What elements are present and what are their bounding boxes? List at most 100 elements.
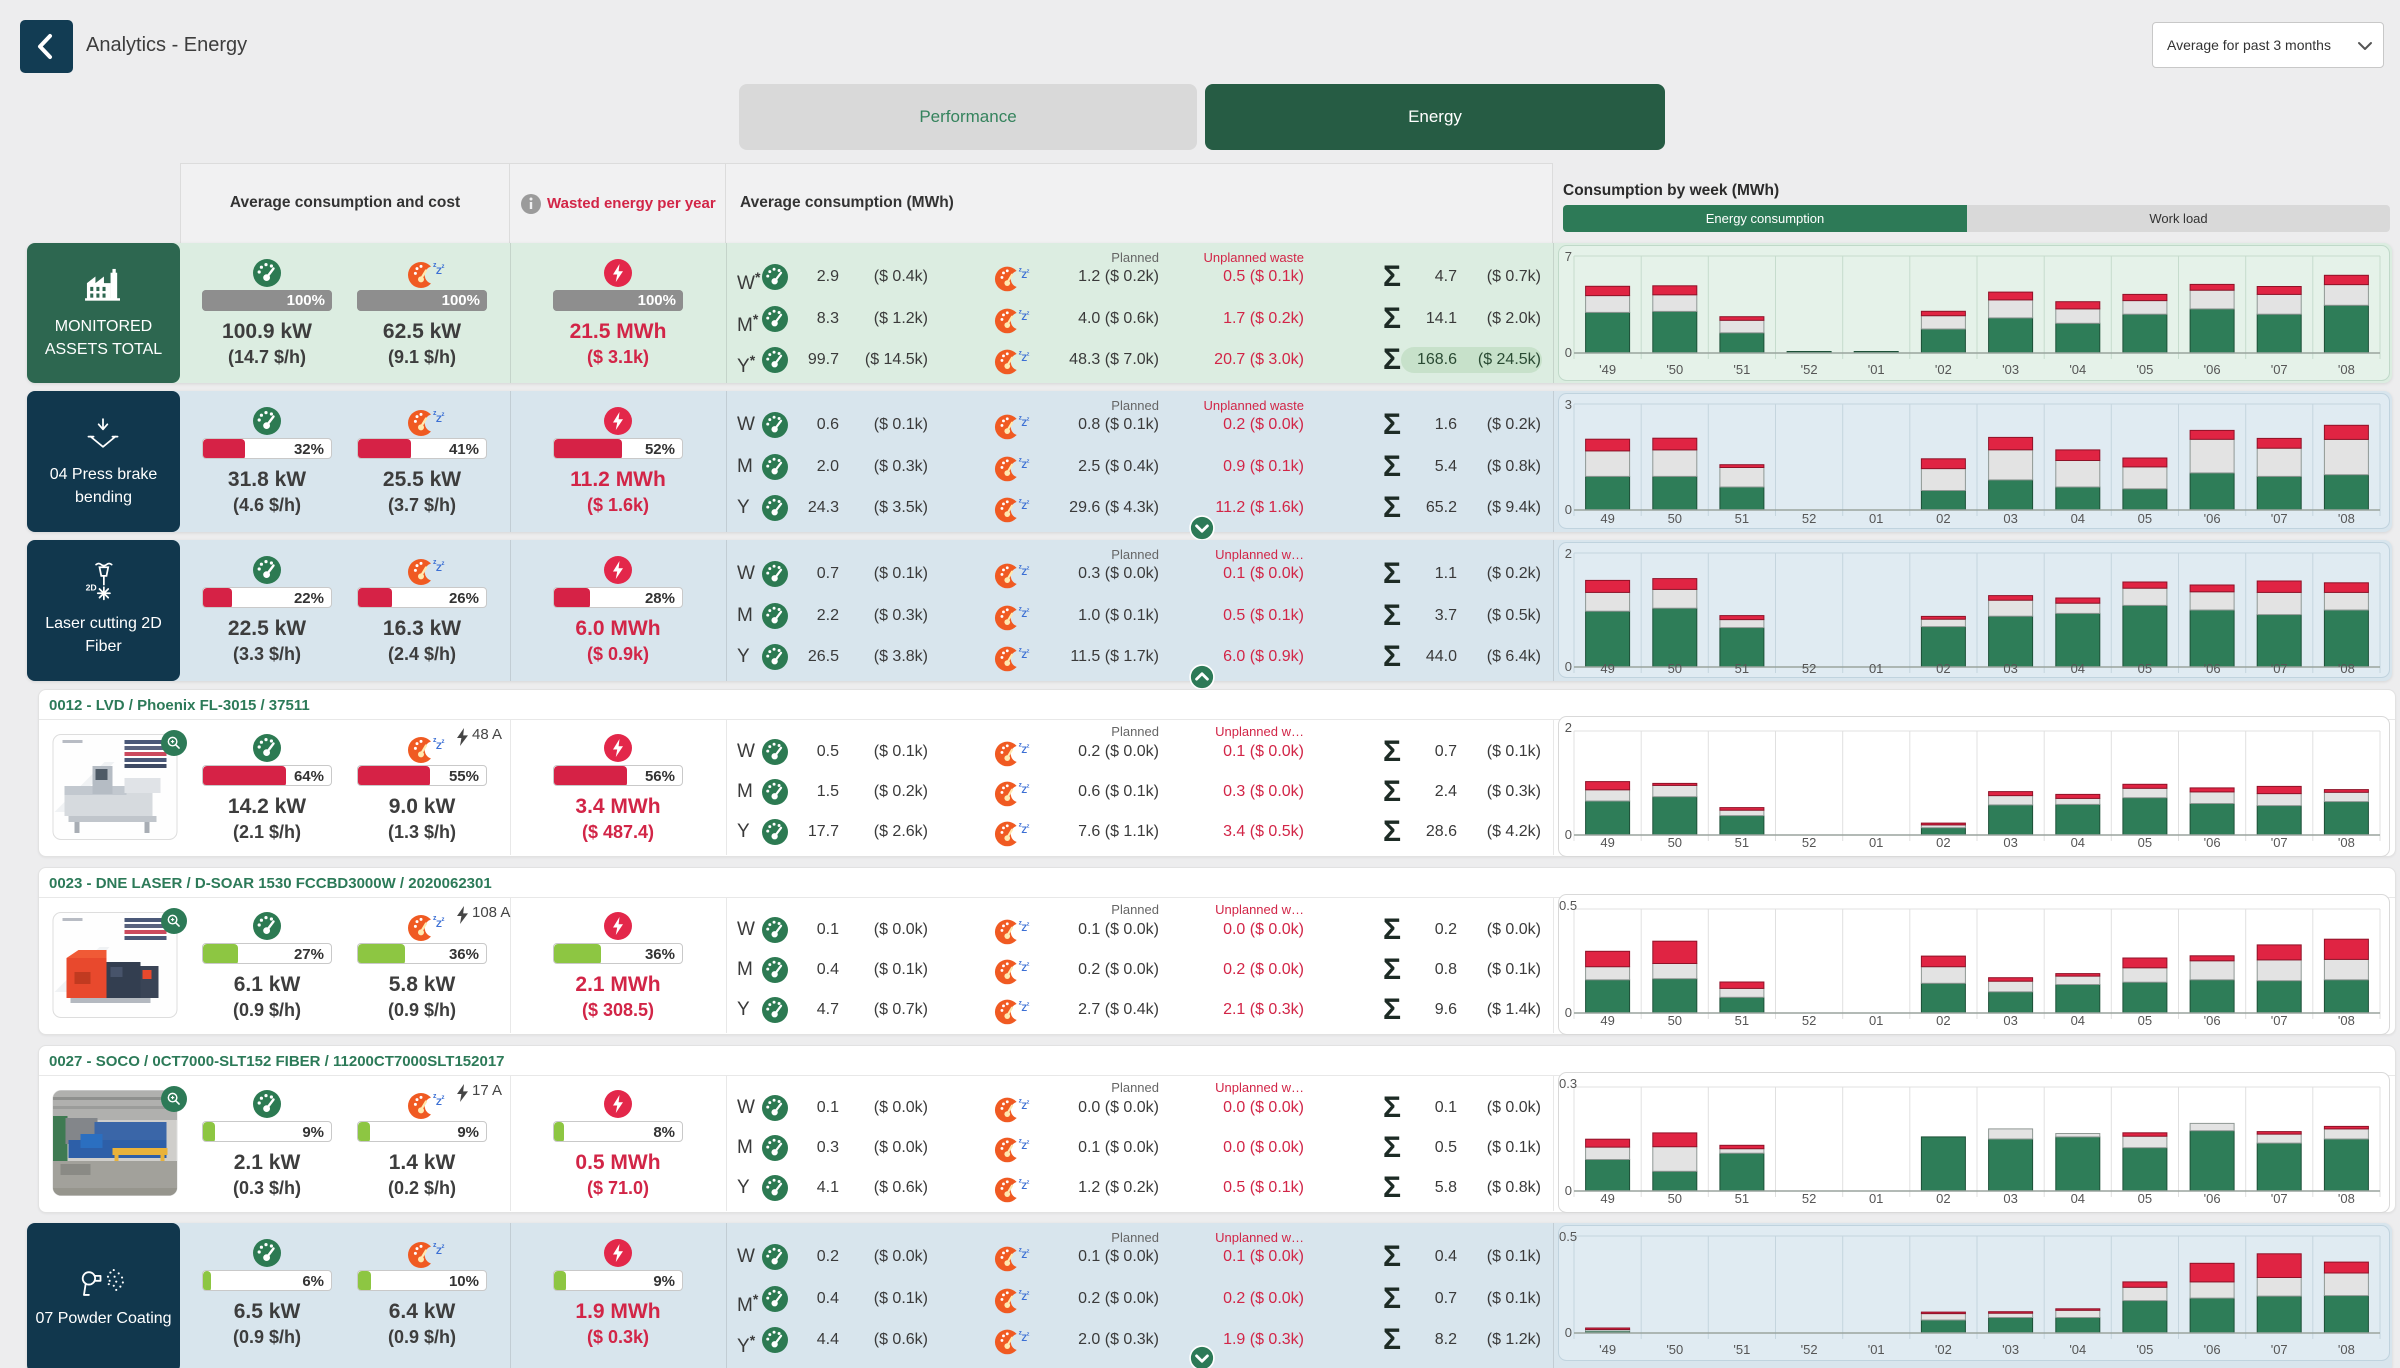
svg-text:'07: '07 [2271,511,2288,526]
svg-text:50: 50 [1668,1013,1682,1028]
svg-text:Z: Z [1021,1292,1027,1302]
svg-text:04: 04 [2071,511,2085,526]
svg-text:01: 01 [1869,1013,1883,1028]
svg-text:'01: '01 [1868,362,1885,377]
svg-text:z: z [1027,1290,1030,1296]
svg-text:Z: Z [1021,1250,1027,1260]
svg-text:50: 50 [1668,511,1682,526]
svg-text:52: 52 [1802,1013,1816,1028]
svg-text:04: 04 [2071,1013,2085,1028]
svg-text:Z: Z [1021,353,1027,363]
svg-text:Z: Z [1021,1003,1027,1013]
svg-text:0: 0 [1565,502,1572,517]
svg-text:'05: '05 [2136,1342,2153,1357]
svg-text:z: z [1027,607,1030,613]
svg-text:Z: Z [1021,1333,1027,1343]
svg-text:'06: '06 [2204,511,2221,526]
svg-text:z: z [1019,1288,1023,1295]
svg-text:z: z [433,1093,437,1100]
svg-text:z: z [1027,565,1030,571]
svg-text:z: z [442,739,445,745]
svg-text:Z: Z [436,1097,442,1108]
svg-text:z: z [1019,266,1023,273]
svg-text:49: 49 [1600,835,1614,850]
svg-text:z: z [1027,1139,1030,1145]
svg-text:'49: '49 [1599,362,1616,377]
svg-text:z: z [1019,959,1023,966]
svg-text:Z: Z [1021,312,1027,322]
svg-text:'03: '03 [2002,1342,2019,1357]
svg-text:05: 05 [2138,835,2152,850]
svg-text:51: 51 [1735,511,1749,526]
svg-text:z: z [1019,308,1023,315]
svg-text:01: 01 [1869,835,1883,850]
svg-text:'04: '04 [2069,362,2086,377]
svg-text:05: 05 [2138,1013,2152,1028]
svg-text:Z: Z [1021,418,1027,428]
svg-text:Z: Z [1021,460,1027,470]
svg-text:'06: '06 [2204,1013,2221,1028]
svg-text:'08: '08 [2338,661,2355,676]
svg-text:z: z [1027,1248,1030,1254]
svg-text:'51: '51 [1733,362,1750,377]
svg-text:z: z [442,917,445,923]
svg-text:Z: Z [1021,745,1027,755]
svg-text:Z: Z [436,1246,442,1257]
svg-text:Z: Z [1021,825,1027,835]
svg-text:z: z [1027,743,1030,749]
svg-text:0: 0 [1565,1183,1572,1198]
svg-text:z: z [433,737,437,744]
svg-text:'01: '01 [1868,1342,1885,1357]
svg-text:Z: Z [436,266,442,277]
svg-text:'52: '52 [1801,362,1818,377]
svg-text:'07: '07 [2271,362,2288,377]
svg-text:05: 05 [2138,661,2152,676]
svg-text:'06: '06 [2204,835,2221,850]
svg-text:51: 51 [1735,1191,1749,1206]
svg-text:51: 51 [1735,661,1749,676]
svg-text:'08: '08 [2338,1342,2355,1357]
svg-text:03: 03 [2003,1191,2017,1206]
svg-text:Z: Z [436,919,442,930]
svg-text:0: 0 [1565,1005,1572,1020]
svg-text:49: 49 [1600,1013,1614,1028]
svg-text:'05: '05 [2136,362,2153,377]
svg-text:52: 52 [1802,511,1816,526]
svg-text:z: z [1027,961,1030,967]
svg-text:2D: 2D [86,583,97,593]
svg-text:z: z [1027,499,1030,505]
svg-text:z: z [433,915,437,922]
svg-text:05: 05 [2138,1191,2152,1206]
svg-text:Z: Z [436,563,442,574]
svg-text:0: 0 [1565,827,1572,842]
svg-text:z: z [442,412,445,418]
svg-text:'02: '02 [1935,1342,1952,1357]
svg-text:z: z [1027,648,1030,654]
svg-text:z: z [1019,1097,1023,1104]
svg-text:z: z [1027,416,1030,422]
svg-text:z: z [1027,1001,1030,1007]
svg-text:'50: '50 [1666,362,1683,377]
svg-text:z: z [1019,497,1023,504]
svg-text:z: z [442,264,445,270]
svg-text:04: 04 [2071,835,2085,850]
svg-text:Z: Z [1021,963,1027,973]
svg-text:Z: Z [1021,270,1027,280]
svg-text:0.3: 0.3 [1559,1076,1577,1091]
svg-text:'04: '04 [2069,1342,2086,1357]
svg-text:03: 03 [2003,835,2017,850]
svg-text:'06: '06 [2204,661,2221,676]
svg-text:z: z [442,1244,445,1250]
svg-text:z: z [1019,919,1023,926]
svg-text:01: 01 [1869,511,1883,526]
svg-text:03: 03 [2003,511,2017,526]
svg-text:Z: Z [1021,923,1027,933]
svg-text:z: z [1019,414,1023,421]
svg-text:02: 02 [1936,661,1950,676]
svg-text:Z: Z [1021,1181,1027,1191]
svg-text:z: z [1019,605,1023,612]
svg-text:z: z [1027,1331,1030,1337]
svg-text:0: 0 [1565,1325,1572,1340]
svg-text:Z: Z [1021,1141,1027,1151]
svg-text:'07: '07 [2271,1191,2288,1206]
